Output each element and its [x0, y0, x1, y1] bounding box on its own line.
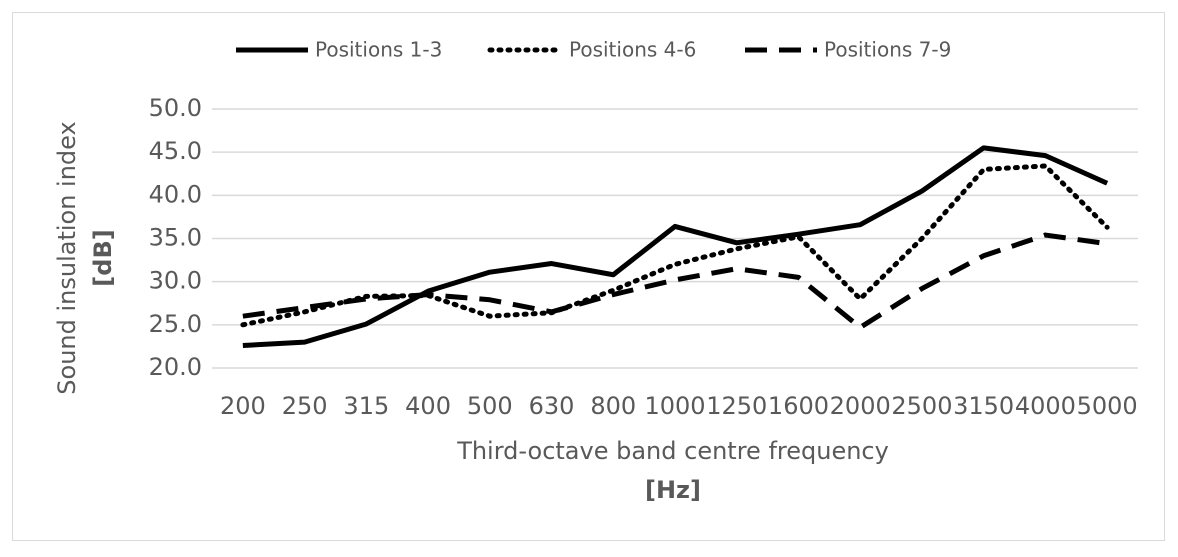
x-tick-label: 2500	[891, 392, 952, 420]
x-tick-label: 5000	[1077, 392, 1138, 420]
x-tick-label: 1600	[768, 392, 829, 420]
x-tick-label: 1000	[644, 392, 705, 420]
x-tick-label: 630	[529, 392, 575, 420]
series-line	[242, 145, 1109, 349]
legend-label: Positions 7-9	[824, 38, 951, 62]
x-tick-label: 400	[405, 392, 451, 420]
x-tick-label: 3150	[953, 392, 1014, 420]
x-tick-label: 315	[343, 392, 389, 420]
x-axis-title: Third-octave band centre frequency	[456, 437, 889, 465]
x-tick-label: 800	[590, 392, 636, 420]
x-tick-label: 500	[467, 392, 513, 420]
y-axis-title: Sound insulation index	[53, 121, 81, 394]
x-axis-unit: [Hz]	[645, 476, 701, 504]
legend-label: Positions 1-3	[315, 38, 442, 62]
y-tick-label: 30.0	[149, 267, 202, 295]
y-tick-label: 45.0	[149, 137, 202, 165]
x-tick-label: 200	[220, 392, 266, 420]
y-tick-label: 20.0	[149, 353, 202, 381]
y-tick-label: 50.0	[149, 94, 202, 122]
x-tick-label: 2000	[830, 392, 891, 420]
legend-label: Positions 4-6	[569, 38, 696, 62]
y-tick-label: 40.0	[149, 180, 202, 208]
x-tick-label: 4000	[1015, 392, 1076, 420]
series-line	[242, 232, 1108, 330]
y-tick-label: 25.0	[149, 310, 202, 338]
x-tick-label: 1250	[706, 392, 767, 420]
chart-border	[12, 12, 1165, 541]
x-tick-label: 250	[282, 392, 328, 420]
y-tick-label: 35.0	[149, 224, 202, 252]
y-axis-unit: [dB]	[89, 229, 117, 286]
